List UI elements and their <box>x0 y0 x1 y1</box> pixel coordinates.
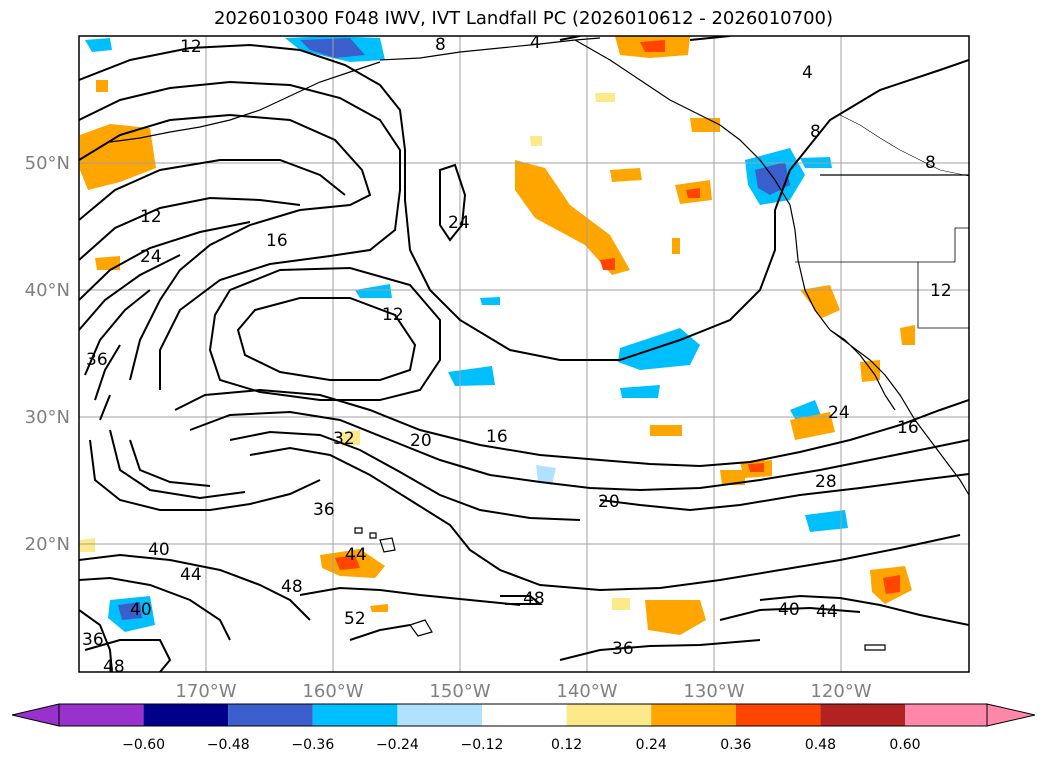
graticule <box>79 36 969 672</box>
contour-label: 48 <box>103 657 125 677</box>
contour-label: 24 <box>448 213 470 233</box>
contour-label: 44 <box>345 545 367 565</box>
map-plot-area: 12 8 4 4 8 8 12 24 16 24 12 36 32 20 16 … <box>79 33 969 677</box>
colorbar-segment <box>651 704 736 726</box>
colorbar-extend-high <box>986 703 1036 727</box>
contour-label: 12 <box>930 281 952 301</box>
contour-label: 16 <box>897 418 919 438</box>
contour-label: 48 <box>523 589 545 609</box>
colorbar-segment <box>566 704 652 726</box>
contour-label: 12 <box>140 207 162 227</box>
contour-label: 8 <box>925 153 936 173</box>
latitude-labels: 50°N 40°N 30°N 20°N <box>25 153 70 555</box>
contour-label: 44 <box>816 602 838 622</box>
contour-label: 40 <box>778 600 800 620</box>
contour-label: 40 <box>148 540 170 560</box>
contour-label: 16 <box>486 427 508 447</box>
colorbar-tick-label: −0.36 <box>291 737 334 753</box>
colorbar: −0.60 −0.48 −0.36 −0.24 −0.12 0.12 0.24 … <box>11 703 1036 753</box>
plot-frame <box>78 35 970 673</box>
contour-label: 12 <box>382 305 404 325</box>
colorbar-segment <box>59 704 144 726</box>
iwv-contours <box>79 36 969 672</box>
lon-label-130w: 130°W <box>683 681 744 702</box>
colorbar-tick-label: 0.60 <box>889 737 920 753</box>
contour-label: 36 <box>612 639 634 659</box>
contour-label: 44 <box>180 565 202 585</box>
colorbar-tick-label: 0.36 <box>720 737 751 753</box>
colorbar-tick-label: 0.24 <box>636 737 667 753</box>
longitude-labels: 170°W 160°W 150°W 140°W 130°W 120°W <box>175 681 871 702</box>
lon-label-140w: 140°W <box>556 681 617 702</box>
lon-label-170w: 170°W <box>175 681 236 702</box>
contour-label: 20 <box>598 492 620 512</box>
figure-title: 2026010300 F048 IWV, IVT Landfall PC (20… <box>213 8 834 29</box>
contour-label: 24 <box>828 403 850 423</box>
colorbar-segment <box>482 704 567 726</box>
contour-label: 12 <box>180 37 202 57</box>
contour-label: 48 <box>281 577 303 597</box>
contour-label: 40 <box>130 600 152 620</box>
contour-label: 52 <box>344 609 366 629</box>
lon-label-160w: 160°W <box>302 681 363 702</box>
contour-label: 32 <box>333 429 355 449</box>
colorbar-segment <box>820 704 905 726</box>
contour-label: 4 <box>530 33 541 53</box>
contour-label: 24 <box>140 247 162 267</box>
colorbar-tick-label: −0.12 <box>461 737 504 753</box>
anomaly-shading <box>80 36 915 635</box>
colorbar-tick-label: −0.24 <box>376 737 419 753</box>
colorbar-segment <box>312 704 398 726</box>
lon-label-150w: 150°W <box>429 681 490 702</box>
lat-label-20n: 20°N <box>25 534 70 555</box>
colorbar-tick-label: −0.48 <box>207 737 250 753</box>
contour-label-group: 12 8 4 4 8 8 12 24 16 24 12 36 32 20 16 … <box>82 33 952 677</box>
contour-label: 8 <box>435 35 446 55</box>
colorbar-segment <box>735 704 821 726</box>
colorbar-segment <box>905 704 987 726</box>
coastlines <box>109 37 969 651</box>
colorbar-segment <box>397 704 482 726</box>
contour-label: 36 <box>82 630 104 650</box>
colorbar-segment <box>143 704 229 726</box>
colorbar-segment <box>228 704 313 726</box>
colorbar-extend-low <box>11 703 60 727</box>
contour-label: 4 <box>802 63 813 83</box>
contour-label: 16 <box>266 231 288 251</box>
colorbar-frame <box>58 703 988 727</box>
colorbar-tick-label: 0.12 <box>551 737 582 753</box>
contour-label: 36 <box>86 350 108 370</box>
contour-label: 8 <box>810 122 821 142</box>
contour-label: 28 <box>815 472 837 492</box>
lat-label-30n: 30°N <box>25 407 70 428</box>
contour-label: 20 <box>410 431 432 451</box>
colorbar-tick-label: −0.60 <box>122 737 165 753</box>
contour-label: 36 <box>313 500 335 520</box>
colorbar-tick-label: 0.48 <box>805 737 836 753</box>
lat-label-50n: 50°N <box>25 153 70 174</box>
lat-label-40n: 40°N <box>25 280 70 301</box>
lon-label-120w: 120°W <box>810 681 871 702</box>
